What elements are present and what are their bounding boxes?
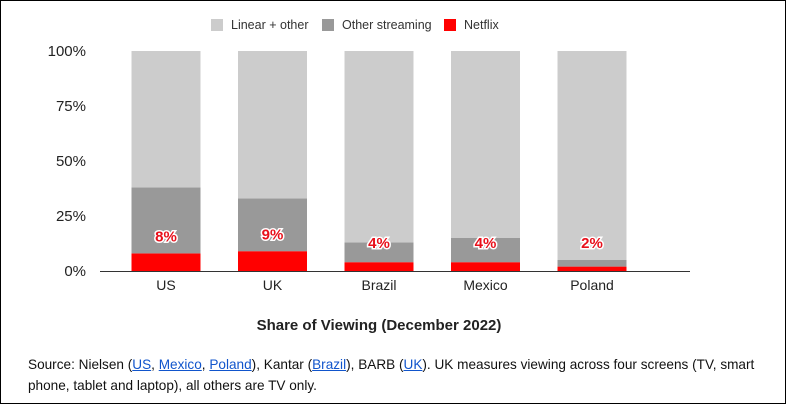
x-category-label: Mexico — [463, 277, 508, 293]
source-mid-kantar: ), Kantar ( — [251, 357, 313, 372]
bar-us-netflix — [131, 253, 201, 271]
data-label-netflix: 8% — [155, 229, 177, 246]
x-category-label: Poland — [570, 277, 614, 293]
bar-mexico-netflix — [451, 262, 520, 271]
legend-label: Netflix — [464, 18, 499, 32]
bar-uk-linear-other — [238, 51, 307, 199]
data-label-netflix: 4% — [475, 235, 497, 252]
bar-poland-linear-other — [557, 51, 627, 260]
legend-swatch-linear-other — [211, 19, 223, 31]
source-suffix: ). UK measures viewing across four scree… — [28, 357, 755, 393]
source-note: Source: Nielsen (US, Mexico, Poland), Ka… — [28, 354, 788, 396]
link-kantar-brazil[interactable]: Brazil — [312, 357, 347, 372]
link-barb-uk[interactable]: UK — [403, 357, 423, 372]
link-nielsen-mexico[interactable]: Mexico — [158, 357, 202, 372]
comma-sep: , — [151, 357, 159, 372]
bar-poland-other-streaming — [557, 260, 627, 267]
y-tick-label: 25% — [56, 208, 86, 225]
y-tick-label: 0% — [64, 263, 86, 280]
stacked-bar-chart: Linear + other Other streaming Netflix 0% 25… — [48, 18, 690, 334]
legend-label: Linear + other — [231, 18, 308, 32]
source-prefix: Source: Nielsen ( — [28, 357, 133, 372]
x-category-label: Brazil — [361, 277, 396, 293]
x-axis-title: Share of Viewing (December 2022) — [257, 317, 502, 334]
bar-mexico-other-streaming — [451, 238, 520, 263]
bar-uk-other-streaming — [238, 198, 307, 252]
data-label-netflix: 2% — [581, 235, 603, 252]
y-tick-label: 100% — [48, 43, 86, 60]
data-label-netflix: 4% — [368, 235, 390, 252]
bar-brazil-linear-other — [344, 51, 414, 243]
link-nielsen-poland[interactable]: Poland — [209, 357, 252, 372]
bar-uk-netflix — [238, 251, 307, 271]
bar-poland-netflix — [557, 266, 627, 271]
bar-us-other-streaming — [131, 187, 201, 254]
y-tick-label: 50% — [56, 153, 86, 170]
bar-brazil-other-streaming — [344, 242, 414, 263]
comma-sep: , — [201, 357, 210, 372]
bar-brazil-netflix — [344, 262, 414, 271]
x-category-label: UK — [263, 277, 283, 293]
data-label-netflix: 9% — [262, 226, 284, 243]
source-mid-barb: ), BARB ( — [346, 357, 404, 372]
x-category-label: US — [156, 277, 175, 293]
link-nielsen-us[interactable]: US — [132, 357, 152, 372]
legend-label: Other streaming — [342, 18, 432, 32]
y-tick-label: 75% — [56, 98, 86, 115]
bar-us-linear-other — [131, 51, 201, 188]
bar-mexico-linear-other — [451, 51, 520, 238]
legend-swatch-netflix — [444, 19, 456, 31]
legend-swatch-other-streaming — [322, 19, 334, 31]
